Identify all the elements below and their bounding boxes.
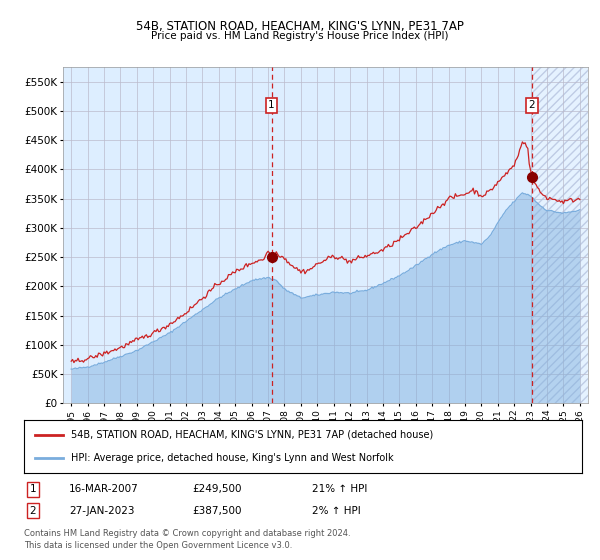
Text: 54B, STATION ROAD, HEACHAM, KING'S LYNN, PE31 7AP (detached house): 54B, STATION ROAD, HEACHAM, KING'S LYNN,… [71,430,434,440]
Text: Price paid vs. HM Land Registry's House Price Index (HPI): Price paid vs. HM Land Registry's House … [151,31,449,41]
Bar [532,67,588,403]
Text: 21% ↑ HPI: 21% ↑ HPI [312,484,367,494]
Text: 1: 1 [29,484,37,494]
Bar [532,67,588,403]
Text: HPI: Average price, detached house, King's Lynn and West Norfolk: HPI: Average price, detached house, King… [71,453,394,463]
Text: £249,500: £249,500 [192,484,241,494]
Text: 2: 2 [529,100,535,110]
Bar [532,67,588,403]
Text: 16-MAR-2007: 16-MAR-2007 [69,484,139,494]
Text: 27-JAN-2023: 27-JAN-2023 [69,506,134,516]
Text: Contains HM Land Registry data © Crown copyright and database right 2024.: Contains HM Land Registry data © Crown c… [24,529,350,538]
Text: 2: 2 [29,506,37,516]
Text: 2% ↑ HPI: 2% ↑ HPI [312,506,361,516]
Text: 54B, STATION ROAD, HEACHAM, KING'S LYNN, PE31 7AP: 54B, STATION ROAD, HEACHAM, KING'S LYNN,… [136,20,464,32]
Text: 1: 1 [268,100,275,110]
Text: £387,500: £387,500 [192,506,241,516]
Text: This data is licensed under the Open Government Licence v3.0.: This data is licensed under the Open Gov… [24,542,292,550]
